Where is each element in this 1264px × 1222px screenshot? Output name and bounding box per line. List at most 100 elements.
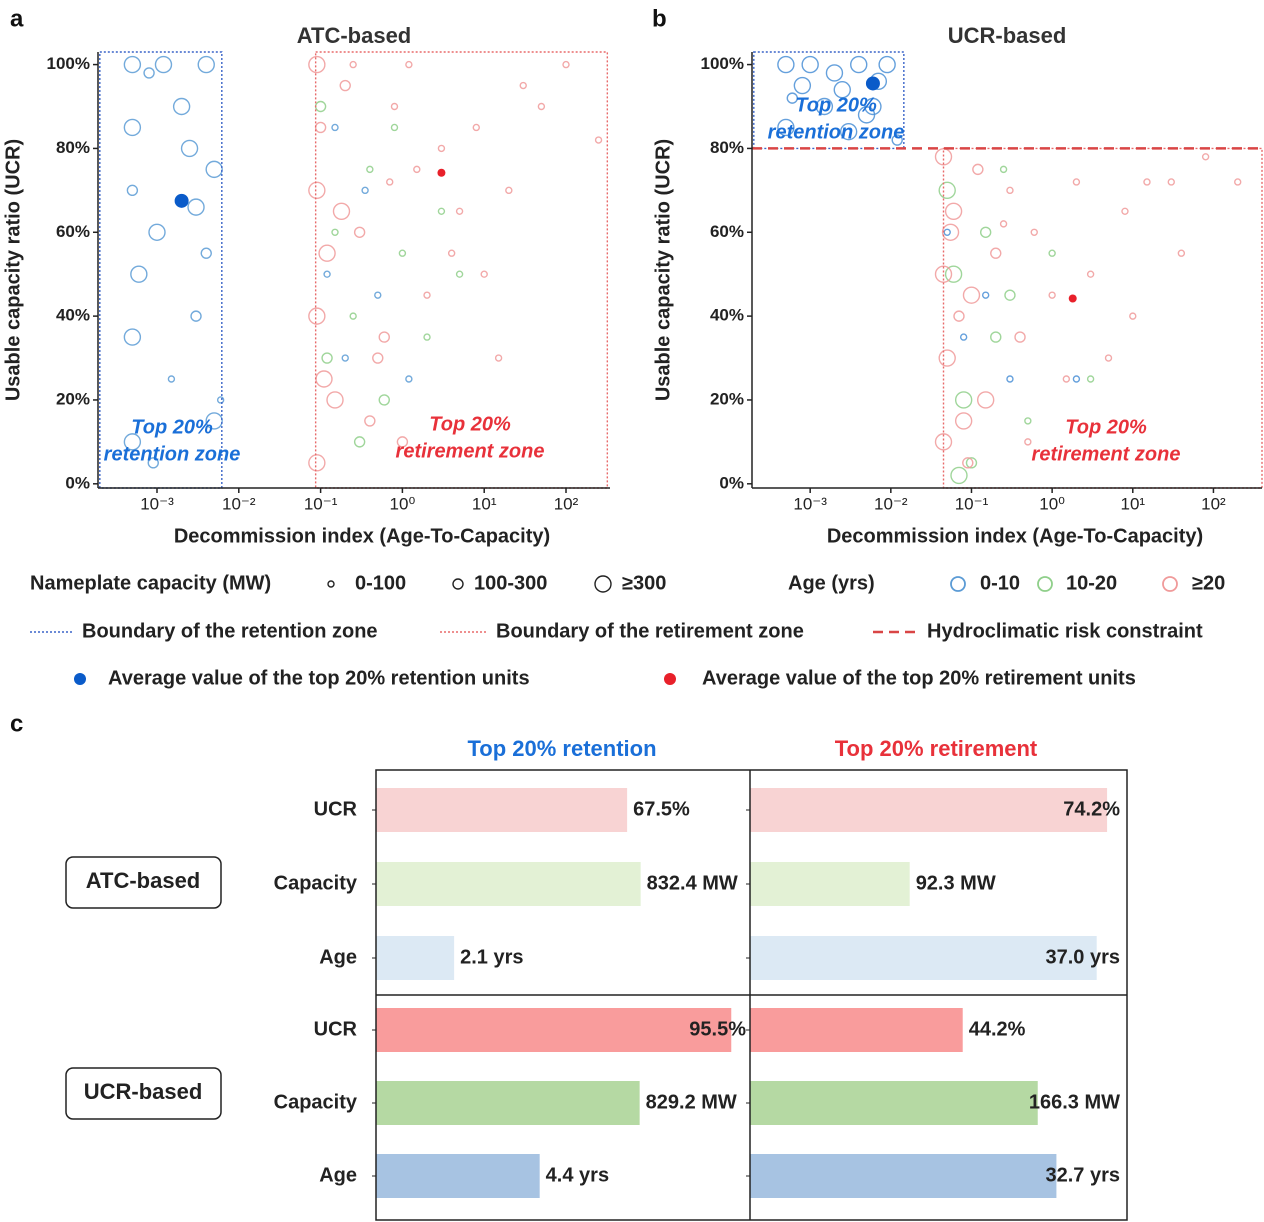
point [390,102,399,111]
point [349,60,357,69]
point [123,328,142,346]
point [1048,249,1056,257]
x-axis-label: Decommission index (Age-To-Capacity) [827,525,1203,547]
point [1143,178,1151,186]
legend-label: 0-10 [980,572,1020,594]
point [390,123,399,132]
point [1234,178,1242,186]
y-tick-label: 100% [47,54,90,73]
point [130,265,148,283]
average-point [174,193,189,208]
bar [376,936,455,980]
point [321,352,333,364]
point [981,291,990,299]
point [944,202,963,221]
x-axis-label: Decommission index (Age-To-Capacity) [174,525,550,547]
point [801,55,819,74]
x-tick-label: 10¹ [1120,494,1145,513]
point [405,375,413,383]
point [979,226,992,238]
point [190,310,202,322]
point [950,466,968,485]
point [1086,375,1095,383]
average-point [437,168,446,177]
point [954,412,973,430]
point [364,415,376,427]
point [372,352,384,364]
legend-label: 100-300 [474,572,547,594]
bar [750,1081,1038,1125]
point [1167,178,1175,186]
point [941,223,960,241]
y-tick-label: 0% [719,473,744,492]
point [962,457,974,469]
point [398,249,407,257]
point [777,55,795,74]
point [990,247,1002,259]
y-tick-label: 40% [56,306,90,325]
point [990,331,1002,343]
y-tick-label: 100% [701,54,744,73]
point [332,202,351,221]
point [934,433,953,451]
point [959,333,968,341]
point [891,134,903,146]
point [374,291,382,299]
bar [376,788,628,832]
bar [376,1081,640,1125]
point [361,186,369,195]
point [378,331,390,343]
legend-symbol [327,580,335,588]
point [934,265,953,283]
point [1072,178,1081,186]
y-tick-label: 80% [56,138,90,157]
point [339,79,351,92]
x-tick-label: 10⁻² [874,494,908,513]
point [205,160,223,179]
point [833,81,851,99]
point [943,228,951,236]
point [353,436,366,448]
point [187,198,205,216]
point [777,118,795,137]
point [423,333,431,341]
bar [376,862,641,906]
point [815,97,834,116]
point [378,394,390,406]
point [447,249,456,257]
y-tick-label: 40% [710,306,744,325]
point [180,139,199,158]
zone-annotation: Top 20% [131,416,213,438]
point [1006,186,1014,195]
point [154,55,173,74]
point [519,81,527,90]
x-tick-label: 10⁻³ [140,494,174,513]
value-label: 67.5% [633,798,690,820]
point [143,67,155,79]
legend-symbol [452,578,464,590]
legend-label: 0-100 [355,572,406,594]
zone-annotation: retirement zone [1032,443,1181,465]
points [123,55,603,472]
value-label: 4.4 yrs [546,1164,609,1186]
point [147,457,159,469]
legend-symbol [74,673,86,685]
point [205,412,223,430]
x-tick-label: 10⁰ [1039,494,1065,513]
point [594,136,603,144]
point [505,186,513,195]
point [938,349,956,367]
point [123,55,142,74]
x-tick-label: 10² [554,494,579,513]
point [1121,207,1129,216]
legend-symbol [594,575,612,593]
point [423,291,431,299]
point [1177,249,1186,257]
point [938,181,956,200]
zone-annotation: Top 20% [795,94,877,116]
group-label: ATC-based [86,868,201,893]
metric-label: Capacity [274,872,358,894]
x-tick-label: 10⁻¹ [955,494,989,513]
point [839,122,858,141]
